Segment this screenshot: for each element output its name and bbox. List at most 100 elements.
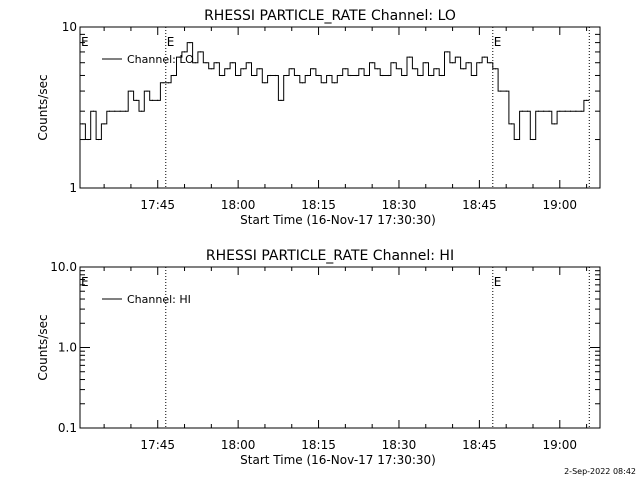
data-point	[130, 90, 132, 92]
x-tick-label: 17:45	[140, 438, 175, 452]
data-point	[301, 82, 304, 84]
data-point	[537, 110, 540, 112]
chart-lo-channel: RHESSI PARTICLE_RATE Channel: LO Start Ti…	[36, 8, 601, 227]
data-point	[398, 68, 400, 70]
data-point	[151, 99, 153, 101]
data-point	[366, 74, 368, 77]
legend-label: Channel: LO	[127, 53, 194, 66]
data-point	[500, 90, 502, 92]
legend-label: Channel: HI	[127, 293, 191, 306]
data-point	[194, 62, 196, 64]
data-point	[489, 62, 491, 64]
data-point	[200, 51, 202, 53]
data-point	[457, 56, 459, 58]
data-point	[328, 74, 330, 77]
data-point	[189, 42, 191, 44]
data-point	[108, 110, 111, 112]
x-tick-label: 18:00	[221, 438, 256, 452]
data-point	[553, 123, 556, 125]
data-point	[575, 110, 577, 112]
event-label: E	[494, 35, 502, 49]
data-point	[221, 74, 223, 77]
y-axis-label: Counts/sec	[36, 314, 50, 380]
data-point	[564, 110, 566, 112]
chart-hi-channel: RHESSI PARTICLE_RATE Channel: HI Start Ti…	[36, 248, 601, 467]
chart-title: RHESSI PARTICLE_RATE Channel: HI	[206, 248, 454, 264]
data-point	[548, 110, 550, 112]
data-point	[532, 138, 534, 141]
data-point	[141, 110, 143, 112]
data-point	[178, 56, 180, 58]
data-point	[291, 68, 293, 70]
data-point	[580, 110, 582, 112]
data-point	[323, 82, 325, 84]
data-point	[253, 74, 255, 77]
data-point	[382, 74, 384, 77]
x-tick-label: 18:30	[382, 438, 417, 452]
data-point	[216, 62, 218, 64]
data-point	[403, 74, 405, 77]
plot-timestamp: 2-Sep-2022 08:42	[564, 467, 636, 476]
data-point	[586, 99, 588, 101]
data-point	[242, 68, 245, 70]
x-tick-label: 17:45	[140, 198, 175, 212]
event-label: E	[167, 35, 175, 49]
x-tick-label: 18:45	[462, 198, 497, 212]
data-point	[387, 74, 389, 77]
event-label-left: E	[81, 35, 89, 49]
data-point	[119, 110, 121, 112]
data-point	[232, 62, 234, 64]
y-tick-label: 1.0	[58, 341, 77, 355]
data-point	[280, 99, 282, 101]
data-point	[505, 90, 507, 92]
data-point	[226, 68, 228, 70]
data-point	[135, 99, 137, 101]
chart-title: RHESSI PARTICLE_RATE Channel: LO	[204, 8, 456, 24]
data-point	[462, 68, 464, 70]
y-tick-label: 0.1	[58, 421, 77, 435]
data-point	[183, 51, 186, 53]
data-point	[355, 74, 357, 77]
data-point	[521, 110, 523, 112]
data-point	[210, 68, 212, 70]
data-point	[543, 110, 545, 112]
data-point	[98, 138, 100, 141]
data-point	[87, 138, 89, 141]
data-point	[312, 68, 314, 70]
data-point	[269, 74, 271, 77]
data-point	[103, 123, 105, 125]
data-point	[82, 123, 84, 125]
data-point	[360, 68, 362, 70]
data-point	[318, 74, 320, 77]
data-point	[334, 82, 336, 84]
data-point	[371, 62, 373, 64]
data-point	[92, 110, 94, 112]
data-point	[425, 62, 427, 64]
data-point	[275, 74, 277, 77]
y-tick-label: 10	[62, 20, 77, 34]
data-point	[296, 74, 298, 77]
event-label: E	[494, 275, 502, 289]
data-point	[510, 123, 513, 125]
data-point	[527, 110, 529, 112]
data-point	[559, 110, 561, 112]
data-point	[114, 110, 116, 112]
data-point	[446, 51, 448, 53]
data-point	[264, 82, 266, 84]
x-tick-label: 18:45	[462, 438, 497, 452]
x-tick-label: 18:15	[301, 198, 336, 212]
data-point	[173, 74, 175, 77]
data-point	[414, 68, 416, 70]
data-point	[435, 68, 438, 70]
data-point	[473, 74, 475, 77]
data-point	[259, 68, 261, 70]
data-point	[430, 74, 432, 77]
y-tick-label: 10.0	[50, 260, 77, 274]
y-tick-label: 1	[69, 181, 77, 195]
data-point	[419, 74, 421, 77]
data-point	[205, 62, 207, 64]
data-point	[393, 62, 395, 64]
data-point	[494, 68, 497, 70]
data-point	[146, 90, 148, 92]
x-axis-label: Start Time (16-Nov-17 17:30:30)	[240, 213, 436, 227]
